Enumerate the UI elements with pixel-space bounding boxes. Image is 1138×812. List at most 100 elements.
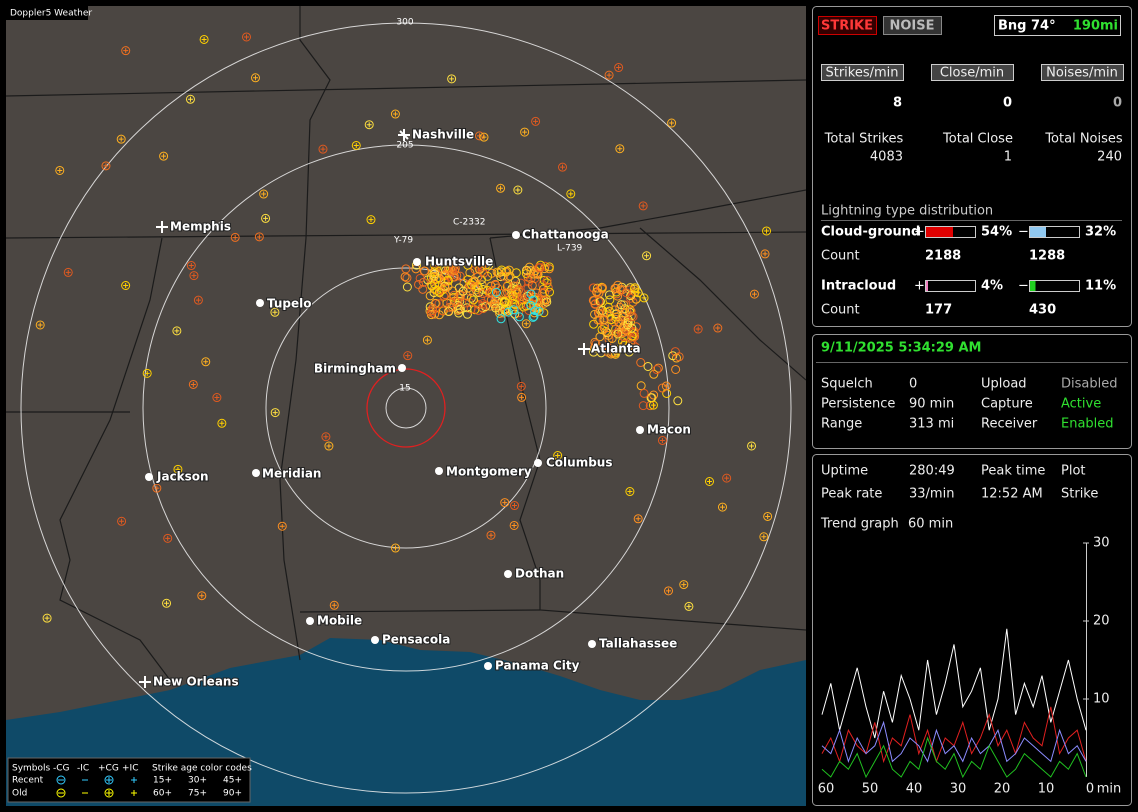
strike-symbol bbox=[724, 475, 730, 481]
strike-symbol bbox=[199, 34, 209, 44]
strike-symbol bbox=[123, 283, 129, 289]
strike-symbol bbox=[320, 146, 326, 152]
strike-symbol bbox=[219, 420, 225, 426]
strike-symbol bbox=[679, 580, 689, 590]
strike-symbol bbox=[555, 453, 561, 459]
strike-symbol bbox=[623, 315, 633, 325]
sign: − bbox=[1018, 225, 1029, 240]
strike-symbol bbox=[522, 265, 532, 275]
strike-symbol bbox=[593, 308, 603, 318]
strike-symbol bbox=[505, 271, 515, 281]
strike-symbol bbox=[478, 289, 488, 299]
strike-symbol bbox=[673, 396, 683, 406]
setting-label: Squelch bbox=[821, 377, 873, 392]
strike-symbol bbox=[759, 532, 769, 542]
strike-symbol bbox=[674, 352, 684, 362]
strike-symbol bbox=[484, 260, 494, 270]
legend-type: -CG bbox=[53, 764, 70, 774]
strike-symbol bbox=[598, 315, 608, 325]
radar-map[interactable]: 300 205 15 C-2332 Y-79 L-739 Nashville M… bbox=[6, 6, 806, 806]
sign: + bbox=[914, 279, 925, 294]
strike-symbol bbox=[539, 264, 549, 274]
strike-symbol bbox=[613, 329, 623, 339]
strike-symbol bbox=[566, 189, 576, 199]
y-tick-label: 30 bbox=[1093, 536, 1110, 551]
strike-symbol bbox=[639, 388, 649, 398]
strike-symbol bbox=[538, 289, 548, 299]
strike-symbol bbox=[539, 308, 549, 318]
strike-symbol bbox=[762, 251, 768, 257]
setting-value: Disabled bbox=[1061, 377, 1117, 392]
stat: 33/min bbox=[909, 487, 954, 502]
strike-symbol bbox=[509, 501, 519, 511]
strike-symbol bbox=[717, 502, 727, 512]
strike-tag: C-2332 bbox=[453, 218, 485, 228]
strike-symbol bbox=[518, 383, 524, 389]
strike-symbol bbox=[671, 364, 681, 374]
strike-button[interactable] bbox=[818, 16, 877, 35]
strike-symbol bbox=[469, 276, 479, 286]
total-label: Total Close bbox=[942, 132, 1013, 147]
strike-symbol bbox=[513, 286, 523, 296]
close-ring bbox=[366, 368, 446, 448]
strike-symbol bbox=[664, 586, 674, 596]
bar-track bbox=[925, 280, 976, 292]
strike-symbol bbox=[193, 295, 203, 305]
strike-symbol bbox=[392, 545, 398, 551]
strike-symbol bbox=[553, 451, 563, 461]
strike-symbol bbox=[509, 305, 519, 315]
strike-tag: Y-79 bbox=[393, 236, 413, 246]
strike-symbol bbox=[516, 381, 526, 391]
strike-symbol bbox=[474, 264, 484, 274]
rate-label-box bbox=[821, 64, 904, 81]
strike-symbol bbox=[484, 288, 494, 298]
stat: Uptime bbox=[821, 464, 868, 479]
strike-symbol bbox=[469, 282, 479, 292]
strike-symbol bbox=[638, 401, 648, 411]
strike-symbol bbox=[101, 161, 111, 171]
strike-symbol bbox=[426, 308, 436, 318]
strike-symbol bbox=[542, 278, 552, 288]
city-label: Tupelo bbox=[267, 297, 312, 311]
trend-window: 60 min bbox=[908, 517, 953, 532]
strike-symbol bbox=[402, 282, 412, 292]
noise-button-label[interactable]: NOISE bbox=[889, 19, 934, 34]
datetime: 9/11/2025 5:34:29 AM bbox=[821, 341, 982, 356]
strike-symbol bbox=[568, 191, 574, 197]
strike-symbol bbox=[414, 279, 424, 289]
strike-symbol bbox=[667, 118, 677, 128]
legend-age: 15+ bbox=[153, 776, 172, 786]
strike-symbol bbox=[529, 269, 539, 279]
strike-symbol bbox=[446, 298, 456, 308]
strike-symbol bbox=[277, 521, 287, 531]
strike-button-label[interactable]: STRIKE bbox=[821, 19, 873, 34]
strike-symbol bbox=[515, 187, 521, 193]
strike-symbol bbox=[456, 291, 466, 301]
legend-type: +CG bbox=[98, 764, 119, 774]
strike-symbol bbox=[713, 323, 723, 333]
strike-symbol bbox=[649, 369, 659, 379]
strike-symbol bbox=[435, 288, 445, 298]
city-label: Dothan bbox=[515, 567, 564, 581]
strike-symbol bbox=[450, 266, 460, 276]
strike-symbol bbox=[659, 437, 665, 443]
strike-symbol bbox=[405, 353, 411, 359]
strike-symbol bbox=[615, 144, 625, 154]
noise-button[interactable] bbox=[883, 16, 942, 35]
strike-symbol bbox=[103, 163, 109, 169]
strike-symbol bbox=[163, 533, 173, 543]
strike-symbol bbox=[424, 337, 430, 343]
strike-symbol bbox=[604, 70, 614, 80]
strike-symbol bbox=[621, 288, 631, 298]
strike-symbol bbox=[603, 302, 613, 312]
strike-symbol bbox=[542, 297, 552, 307]
app-label-box bbox=[6, 6, 88, 20]
strike-symbol bbox=[466, 304, 476, 314]
strike-symbol bbox=[617, 146, 623, 152]
strike-symbol bbox=[749, 443, 755, 449]
strike-symbol bbox=[474, 288, 484, 298]
stat: Plot bbox=[1061, 464, 1086, 479]
strike-symbol bbox=[261, 213, 271, 223]
settings: Squelch 0 Upload Disabled Persistence 90 min C… bbox=[821, 377, 1117, 432]
